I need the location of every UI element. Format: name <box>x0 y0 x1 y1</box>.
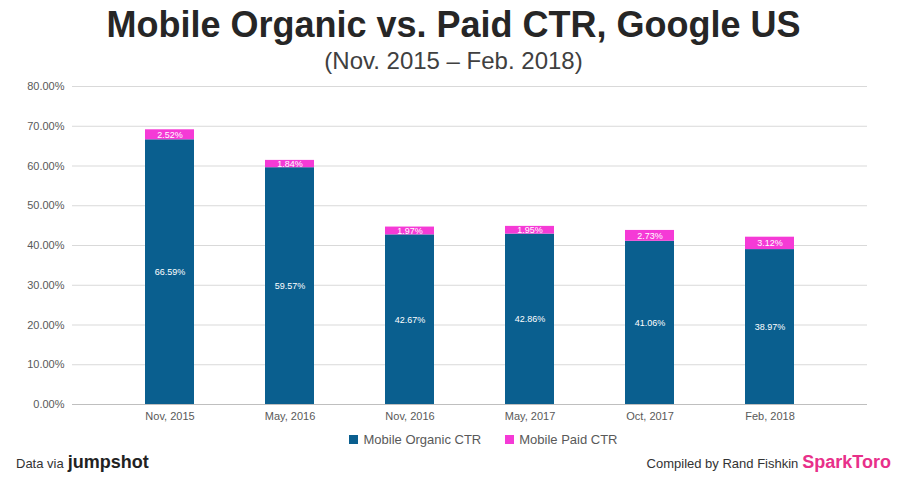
svg-text:20.00%: 20.00% <box>27 319 65 331</box>
svg-text:May, 2016: May, 2016 <box>265 410 316 422</box>
svg-text:38.97%: 38.97% <box>755 322 786 332</box>
html-text:(Nov. 2015 – Feb. 2018): (Nov. 2015 – Feb. 2018) <box>324 47 583 74</box>
svg-text:42.67%: 42.67% <box>395 315 426 325</box>
svg-text:3.12%: 3.12% <box>757 238 783 248</box>
html-text:Mobile Paid CTR: Mobile Paid CTR <box>519 431 618 447</box>
svg-text:70.00%: 70.00% <box>27 120 65 132</box>
svg-text:66.59%: 66.59% <box>155 267 186 277</box>
html-text:Compiled by Rand Fishkin Spark: Compiled by Rand Fishkin SparkToro <box>646 451 891 472</box>
svg-text:50.00%: 50.00% <box>27 199 65 211</box>
svg-text:30.00%: 30.00% <box>27 279 65 291</box>
html-text:Data via jumpshot: Data via jumpshot <box>16 451 149 472</box>
svg-text:2.73%: 2.73% <box>637 231 663 241</box>
svg-text:0.00%: 0.00% <box>33 398 64 410</box>
svg-text:2.52%: 2.52% <box>157 130 183 140</box>
svg-text:Feb, 2018: Feb, 2018 <box>745 410 795 422</box>
svg-text:40.00%: 40.00% <box>27 239 65 251</box>
svg-text:41.06%: 41.06% <box>635 318 666 328</box>
svg-text:Oct, 2017: Oct, 2017 <box>626 410 674 422</box>
svg-text:10.00%: 10.00% <box>27 358 65 370</box>
svg-text:1.97%: 1.97% <box>397 226 423 236</box>
svg-text:80.00%: 80.00% <box>27 80 65 92</box>
svg-text:Nov, 2016: Nov, 2016 <box>385 410 434 422</box>
svg-text:42.86%: 42.86% <box>515 314 546 324</box>
svg-text:Nov, 2015: Nov, 2015 <box>145 410 194 422</box>
svg-text:1.84%: 1.84% <box>277 159 303 169</box>
svg-text:1.95%: 1.95% <box>517 225 543 235</box>
svg-text:60.00%: 60.00% <box>27 160 65 172</box>
html-text:Mobile Organic CTR: Mobile Organic CTR <box>363 431 482 447</box>
svg-text:May, 2017: May, 2017 <box>505 410 556 422</box>
html-text:Mobile Organic vs. Paid CTR, G: Mobile Organic vs. Paid CTR, Google US <box>106 4 801 45</box>
svg-text:59.57%: 59.57% <box>275 281 306 291</box>
